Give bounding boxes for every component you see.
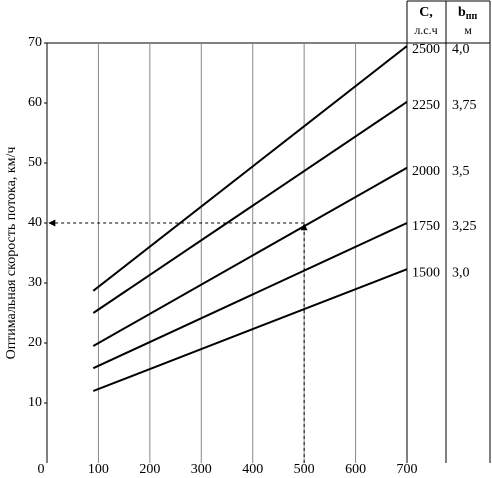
y-tick-label: 50: [28, 155, 42, 170]
b-header: bпп: [458, 5, 478, 22]
c-value: 2500: [412, 42, 440, 57]
y-tick-label: 20: [28, 335, 42, 350]
y-tick-label: 30: [28, 275, 42, 290]
series-line: [92, 45, 408, 292]
y-axis-label: Оптимальная скорость потока, км/ч: [4, 147, 19, 360]
x-tick-label: 0: [38, 462, 45, 477]
b-value: 3,5: [452, 164, 470, 179]
y-tick-label: 40: [28, 215, 42, 230]
b-value: 3,0: [452, 265, 470, 280]
x-tick-label: 400: [242, 462, 263, 477]
series-line: [92, 166, 408, 347]
b-value: 3,75: [452, 98, 477, 113]
c-value: 2000: [412, 164, 440, 179]
x-tick-label: 700: [397, 462, 418, 477]
c-header-unit: л.с.ч: [414, 23, 437, 37]
x-tick-label: 600: [345, 462, 366, 477]
b-main: b: [458, 5, 466, 20]
y-tick-label: 10: [28, 395, 42, 410]
x-tick-label: 200: [139, 462, 160, 477]
series-line: [92, 268, 408, 392]
series-line: [92, 100, 408, 314]
x-tick-label: 300: [191, 462, 212, 477]
b-sub: пп: [466, 11, 478, 22]
c-value: 1500: [412, 265, 440, 280]
y-tick-label: 70: [28, 35, 42, 50]
x-tick-label: 100: [88, 462, 109, 477]
b-value: 4,0: [452, 42, 470, 57]
series-line: [92, 222, 408, 370]
c-value: 1750: [412, 219, 440, 234]
b-header-unit: м: [464, 23, 472, 37]
y-tick-label: 60: [28, 95, 42, 110]
b-value: 3,25: [452, 219, 477, 234]
c-value: 2250: [412, 98, 440, 113]
c-header: C,: [419, 5, 433, 20]
x-tick-label: 500: [294, 462, 315, 477]
